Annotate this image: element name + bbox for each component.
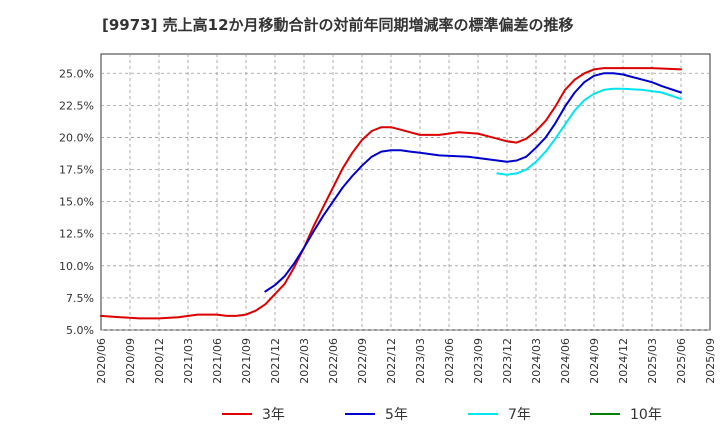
series-line-3 bbox=[496, 87, 682, 176]
x-tick-label: 2023/03 bbox=[414, 338, 427, 384]
legend-label-2: 5年 bbox=[385, 407, 408, 423]
x-tick-label: 2020/06 bbox=[95, 338, 108, 384]
plot-area bbox=[100, 53, 711, 331]
legend-label-3: 7年 bbox=[508, 407, 531, 423]
x-tick-label: 2022/12 bbox=[385, 338, 398, 384]
y-tick-label: 12.5% bbox=[59, 228, 94, 241]
x-tick-label: 2025/06 bbox=[675, 338, 688, 384]
legend-label-1: 3年 bbox=[262, 407, 285, 423]
series-line-2 bbox=[264, 72, 682, 293]
y-tick-label: 17.5% bbox=[59, 164, 94, 177]
x-tick-label: 2023/09 bbox=[472, 338, 485, 384]
x-tick-label: 2022/06 bbox=[327, 338, 340, 384]
y-tick-label: 15.0% bbox=[59, 196, 94, 209]
x-tick-label: 2023/06 bbox=[443, 338, 456, 384]
x-tick-label: 2022/09 bbox=[356, 338, 369, 384]
y-tick-label: 7.5% bbox=[66, 292, 94, 305]
y-tick-label: 20.0% bbox=[59, 131, 94, 144]
x-tick-label: 2021/09 bbox=[240, 338, 253, 384]
x-tick-label: 2022/03 bbox=[298, 338, 311, 384]
y-tick-label: 25.0% bbox=[59, 67, 94, 80]
legend-label-4: 10年 bbox=[630, 407, 662, 423]
series-line-1 bbox=[100, 67, 682, 320]
x-tick-label: 2024/03 bbox=[530, 338, 543, 384]
x-tick-label: 2024/12 bbox=[617, 338, 630, 384]
x-tick-label: 2020/12 bbox=[153, 338, 166, 384]
x-tick-label: 2020/09 bbox=[124, 338, 137, 384]
x-tick-label: 2024/06 bbox=[559, 338, 572, 384]
y-tick-label: 10.0% bbox=[59, 260, 94, 273]
x-tick-label: 2021/06 bbox=[211, 338, 224, 384]
x-tick-label: 2021/03 bbox=[182, 338, 195, 384]
x-tick-label: 2023/12 bbox=[501, 338, 514, 384]
x-tick-label: 2021/12 bbox=[269, 338, 282, 384]
y-tick-label: 5.0% bbox=[66, 324, 94, 337]
x-tick-label: 2025/09 bbox=[704, 338, 717, 384]
x-tick-label: 2024/09 bbox=[588, 338, 601, 384]
chart-title: [9973] 売上高12か月移動合計の対前年同期増減率の標準偏差の推移 bbox=[102, 16, 574, 34]
y-tick-label: 22.5% bbox=[59, 99, 94, 112]
x-tick-label: 2025/03 bbox=[646, 338, 659, 384]
